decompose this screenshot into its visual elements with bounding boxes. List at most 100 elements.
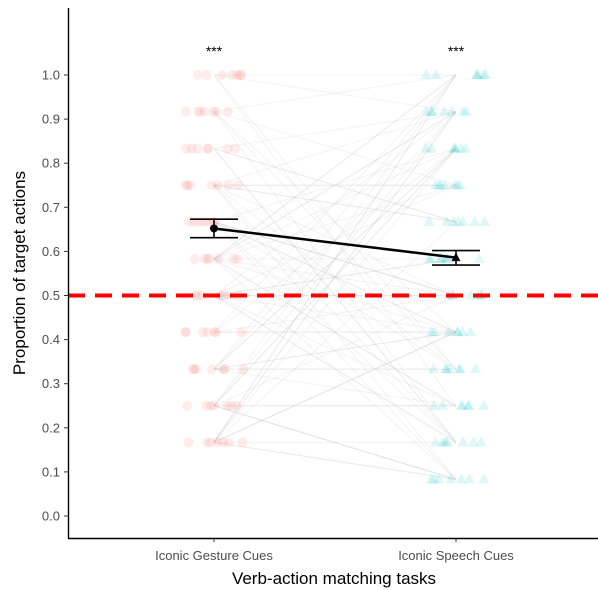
raw-point bbox=[228, 253, 239, 264]
raw-point bbox=[455, 142, 467, 153]
participant-line bbox=[213, 295, 457, 333]
raw-point bbox=[478, 399, 490, 410]
participant-line bbox=[213, 331, 457, 443]
raw-point bbox=[439, 436, 451, 447]
participant-line bbox=[213, 111, 457, 370]
raw-point bbox=[192, 70, 203, 80]
participant-line bbox=[213, 148, 457, 260]
raw-point bbox=[223, 290, 234, 301]
participant-line bbox=[213, 405, 457, 480]
raw-point bbox=[218, 364, 229, 375]
participant-line bbox=[213, 258, 457, 296]
participant-line bbox=[213, 221, 457, 333]
raw-point bbox=[180, 180, 191, 191]
raw-point bbox=[471, 69, 483, 79]
raw-point bbox=[205, 400, 216, 411]
raw-point bbox=[210, 327, 221, 338]
participant-line bbox=[213, 111, 457, 150]
raw-point bbox=[469, 215, 481, 226]
participant-line bbox=[213, 331, 457, 443]
participant-line bbox=[213, 368, 457, 407]
raw-point bbox=[183, 437, 194, 448]
participant-line bbox=[213, 74, 457, 370]
raw-point bbox=[204, 253, 215, 264]
participant-line bbox=[213, 74, 457, 407]
raw-point bbox=[192, 106, 203, 117]
y-tick-label: 0.0 bbox=[42, 509, 60, 524]
raw-point bbox=[182, 400, 193, 411]
participant-line bbox=[213, 111, 457, 370]
raw-point bbox=[437, 436, 449, 447]
participant-line bbox=[213, 331, 457, 370]
raw-point bbox=[212, 437, 223, 448]
participant-line bbox=[213, 74, 457, 113]
raw-point bbox=[457, 436, 469, 447]
y-tick-label: 0.1 bbox=[42, 464, 60, 479]
participant-line bbox=[213, 258, 457, 296]
raw-point bbox=[232, 253, 243, 264]
y-tick-label: 0.2 bbox=[42, 420, 60, 435]
raw-point bbox=[216, 70, 227, 80]
raw-point bbox=[453, 363, 465, 374]
raw-point bbox=[227, 70, 238, 80]
raw-point bbox=[423, 215, 435, 226]
participant-line bbox=[213, 295, 457, 443]
significance-label: *** bbox=[206, 43, 223, 59]
raw-point bbox=[235, 70, 246, 80]
raw-point bbox=[222, 400, 233, 411]
raw-point bbox=[445, 473, 457, 484]
raw-point bbox=[218, 290, 229, 301]
participant-line bbox=[213, 111, 457, 333]
raw-point bbox=[420, 105, 432, 116]
raw-point bbox=[219, 364, 230, 375]
raw-data-layer bbox=[180, 69, 492, 484]
raw-point bbox=[449, 142, 461, 153]
participant-line bbox=[213, 331, 457, 370]
raw-point bbox=[451, 179, 463, 190]
participant-line bbox=[213, 148, 457, 223]
participant-line bbox=[213, 148, 457, 407]
participant-line bbox=[213, 148, 457, 443]
participant-line bbox=[213, 74, 457, 260]
raw-point bbox=[425, 326, 437, 337]
raw-point bbox=[192, 143, 203, 154]
raw-point bbox=[448, 215, 460, 226]
raw-point bbox=[181, 327, 192, 338]
raw-point bbox=[238, 364, 249, 375]
raw-point bbox=[457, 399, 469, 410]
raw-point bbox=[430, 69, 442, 79]
raw-point bbox=[189, 253, 200, 264]
raw-point bbox=[423, 252, 435, 263]
participant-line bbox=[213, 111, 457, 186]
raw-point bbox=[180, 106, 191, 117]
raw-point bbox=[209, 327, 220, 338]
participant-line bbox=[213, 148, 457, 370]
participant-line bbox=[213, 295, 457, 407]
participant-line bbox=[213, 111, 457, 443]
raw-point bbox=[218, 437, 229, 448]
raw-point bbox=[192, 290, 203, 301]
significance-label: *** bbox=[448, 43, 465, 59]
raw-point bbox=[440, 363, 452, 374]
y-axis-title: Proportion of target actions bbox=[10, 171, 29, 375]
raw-point bbox=[186, 143, 197, 154]
raw-point bbox=[457, 326, 469, 337]
participant-line bbox=[213, 111, 457, 407]
participant-line bbox=[213, 74, 457, 113]
raw-point bbox=[467, 436, 479, 447]
participant-line bbox=[213, 405, 457, 480]
participant-line bbox=[213, 184, 457, 223]
raw-point bbox=[202, 143, 213, 154]
participant-line bbox=[213, 148, 457, 370]
raw-point bbox=[199, 106, 210, 117]
raw-point bbox=[435, 252, 447, 263]
participant-line bbox=[213, 148, 457, 223]
y-tick-label: 1.0 bbox=[42, 68, 60, 83]
y-tick-label: 0.5 bbox=[42, 288, 60, 303]
raw-point bbox=[454, 363, 466, 374]
raw-point bbox=[189, 364, 200, 375]
raw-point bbox=[463, 473, 475, 484]
raw-point bbox=[465, 326, 477, 337]
raw-point bbox=[232, 70, 243, 80]
raw-point bbox=[462, 399, 474, 410]
